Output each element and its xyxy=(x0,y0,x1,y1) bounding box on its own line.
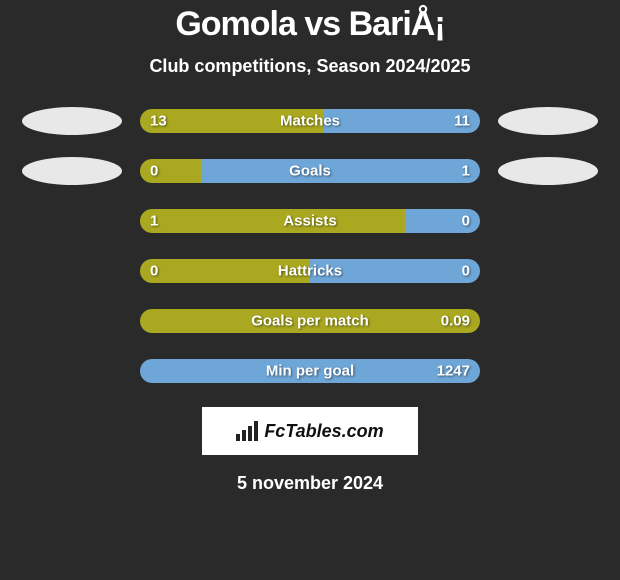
stat-label: Goals xyxy=(289,163,331,180)
right-spacer xyxy=(498,207,598,235)
stat-row: 0 0 Hattricks xyxy=(0,257,620,285)
left-value: 13 xyxy=(150,113,167,130)
stat-row: 13 11 Matches xyxy=(0,107,620,135)
stat-bar: 13 11 Matches xyxy=(140,109,480,133)
left-spacer xyxy=(22,207,122,235)
right-ellipse xyxy=(498,107,598,135)
right-value: 1 xyxy=(462,163,470,180)
left-value: 0 xyxy=(150,263,158,280)
left-spacer xyxy=(22,307,122,335)
left-ellipse xyxy=(22,107,122,135)
stat-bar: 1 0 Assists xyxy=(140,209,480,233)
stat-bar: 0.09 Goals per match xyxy=(140,309,480,333)
stat-label: Hattricks xyxy=(278,263,342,280)
stat-row: 1247 Min per goal xyxy=(0,357,620,385)
stat-row: 0 1 Goals xyxy=(0,157,620,185)
stat-row: 1 0 Assists xyxy=(0,207,620,235)
stat-label: Min per goal xyxy=(266,363,354,380)
bar-left-fill xyxy=(140,209,405,233)
left-spacer xyxy=(22,357,122,385)
date-label: 5 november 2024 xyxy=(0,473,620,494)
logo-box[interactable]: FcTables.com xyxy=(202,407,418,455)
right-value: 0 xyxy=(462,213,470,230)
stats-rows: 13 11 Matches 0 1 Goals 1 0 Assists 0 0 Hattricks 0.… xyxy=(0,107,620,385)
stat-label: Assists xyxy=(283,213,336,230)
logo-icon xyxy=(236,421,258,441)
right-spacer xyxy=(498,357,598,385)
left-value: 1 xyxy=(150,213,158,230)
stat-label: Goals per match xyxy=(251,313,369,330)
stat-bar: 0 0 Hattricks xyxy=(140,259,480,283)
bar-right-fill xyxy=(201,159,480,183)
right-spacer xyxy=(498,307,598,335)
stat-bar: 1247 Min per goal xyxy=(140,359,480,383)
right-spacer xyxy=(498,257,598,285)
right-value: 0.09 xyxy=(441,313,470,330)
left-ellipse xyxy=(22,157,122,185)
stat-bar: 0 1 Goals xyxy=(140,159,480,183)
page-title: Gomola vs BariÅ¡ xyxy=(0,5,620,44)
subtitle: Club competitions, Season 2024/2025 xyxy=(0,56,620,77)
logo-text: FcTables.com xyxy=(264,421,383,442)
right-value: 11 xyxy=(454,113,470,130)
left-value: 0 xyxy=(150,163,158,180)
right-value: 0 xyxy=(462,263,470,280)
stat-row: 0.09 Goals per match xyxy=(0,307,620,335)
comparison-widget: Gomola vs BariÅ¡ Club competitions, Seas… xyxy=(0,0,620,494)
right-value: 1247 xyxy=(437,363,470,380)
right-ellipse xyxy=(498,157,598,185)
stat-label: Matches xyxy=(280,113,340,130)
left-spacer xyxy=(22,257,122,285)
